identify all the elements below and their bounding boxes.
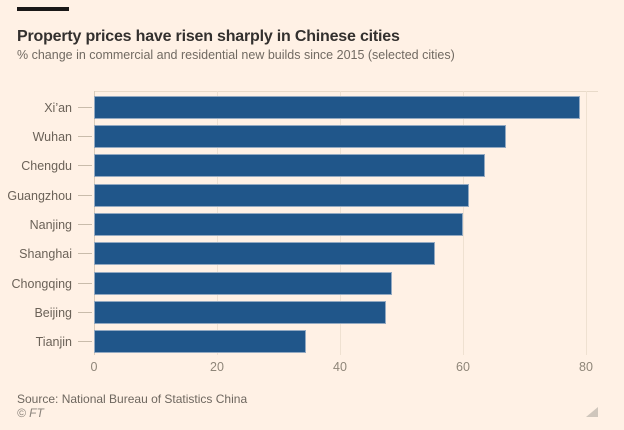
x-axis-tick-label: 20 (210, 360, 224, 374)
gridline-60 (463, 91, 464, 355)
copyright-note: © FT (17, 406, 44, 420)
bar (94, 184, 469, 207)
category-label: Shanghai (19, 247, 72, 261)
category-tick-mark (78, 312, 92, 313)
x-axis-tick-label: 80 (579, 360, 593, 374)
chart-title: Property prices have risen sharply in Ch… (17, 27, 400, 45)
gridline-80 (586, 91, 587, 355)
category-label: Beijing (34, 306, 72, 320)
category-label: Chongqing (11, 277, 72, 291)
bar (94, 154, 485, 177)
bar (94, 242, 435, 265)
bar (94, 125, 506, 148)
plot-top-border (94, 91, 598, 92)
category-label: Wuhan (32, 130, 72, 144)
x-axis-tick-label: 0 (90, 360, 98, 374)
category-tick-mark (78, 195, 92, 196)
bar (94, 330, 306, 353)
category-label: Xi’an (44, 101, 72, 115)
resize-handle-icon[interactable] (586, 407, 598, 417)
source-note: Source: National Bureau of Statistics Ch… (17, 392, 248, 406)
category-tick-mark (78, 136, 92, 137)
category-label: Tianjin (35, 335, 72, 349)
category-label: Chengdu (21, 159, 72, 173)
bar (94, 96, 580, 119)
category-tick-mark (78, 165, 92, 166)
bar (94, 213, 463, 236)
bar (94, 301, 386, 324)
x-axis-tick-label: 60 (456, 360, 470, 374)
category-tick-mark (78, 224, 92, 225)
category-tick-mark (78, 341, 92, 342)
category-tick-mark (78, 107, 92, 108)
category-tick-mark (78, 253, 92, 254)
ft-motif-bar (17, 7, 69, 11)
category-tick-mark (78, 283, 92, 284)
chart-subtitle: % change in commercial and residential n… (17, 48, 455, 62)
x-axis-tick-label: 40 (333, 360, 347, 374)
category-label: Nanjing (29, 218, 72, 232)
category-label: Guangzhou (7, 189, 72, 203)
bar (94, 272, 392, 295)
